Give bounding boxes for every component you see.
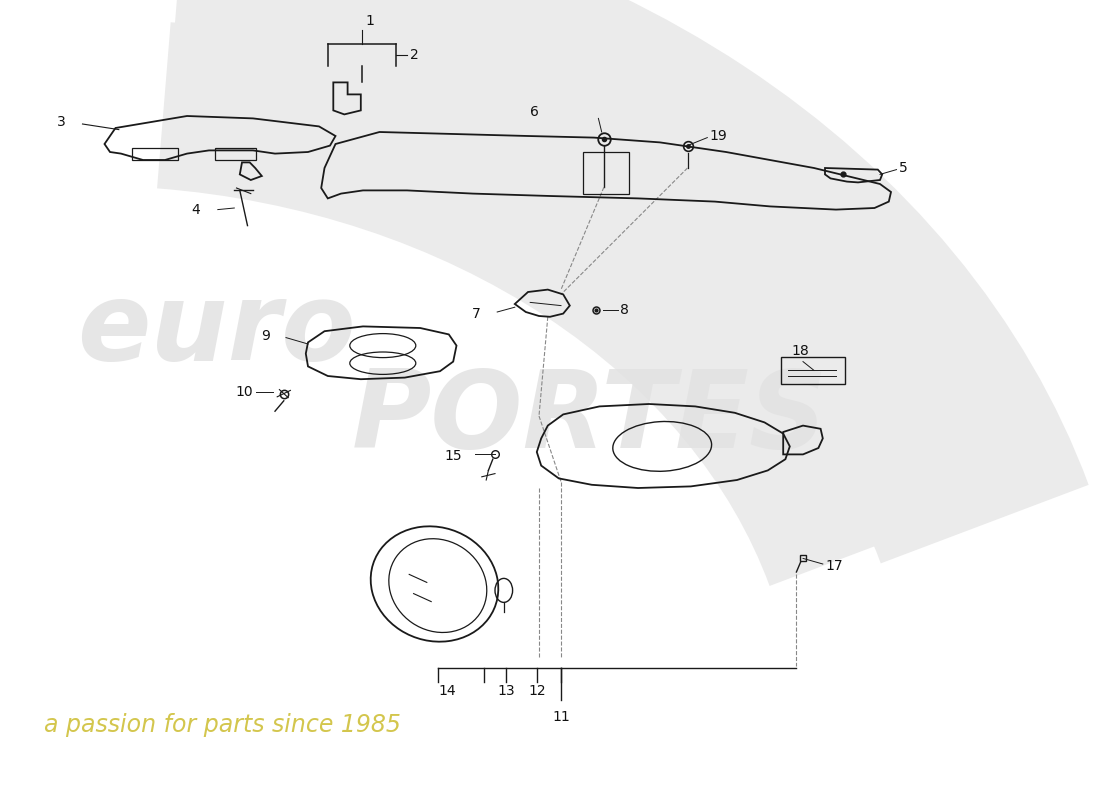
Text: 17: 17 bbox=[825, 558, 843, 573]
Text: 2: 2 bbox=[410, 48, 419, 62]
Bar bbox=[583, 152, 629, 194]
Bar bbox=[214, 148, 256, 160]
Text: 1: 1 bbox=[365, 14, 374, 28]
Text: 7: 7 bbox=[472, 306, 481, 321]
Text: 18: 18 bbox=[792, 344, 810, 358]
Text: a passion for parts since 1985: a passion for parts since 1985 bbox=[44, 713, 400, 737]
Text: 12: 12 bbox=[528, 684, 546, 698]
Text: PORTES: PORTES bbox=[352, 365, 828, 471]
Text: 14: 14 bbox=[439, 684, 456, 698]
Text: 19: 19 bbox=[710, 129, 727, 143]
Text: 8: 8 bbox=[620, 303, 629, 318]
Text: 13: 13 bbox=[497, 684, 515, 698]
Text: 15: 15 bbox=[444, 449, 462, 463]
Text: 10: 10 bbox=[235, 385, 253, 399]
Text: 6: 6 bbox=[530, 105, 539, 119]
Text: euro: euro bbox=[77, 277, 355, 383]
Bar bbox=[132, 148, 178, 160]
Text: 9: 9 bbox=[261, 329, 270, 343]
Text: 11: 11 bbox=[552, 710, 570, 723]
Text: 4: 4 bbox=[191, 202, 200, 217]
Text: 5: 5 bbox=[899, 161, 907, 175]
Text: 3: 3 bbox=[57, 114, 66, 129]
